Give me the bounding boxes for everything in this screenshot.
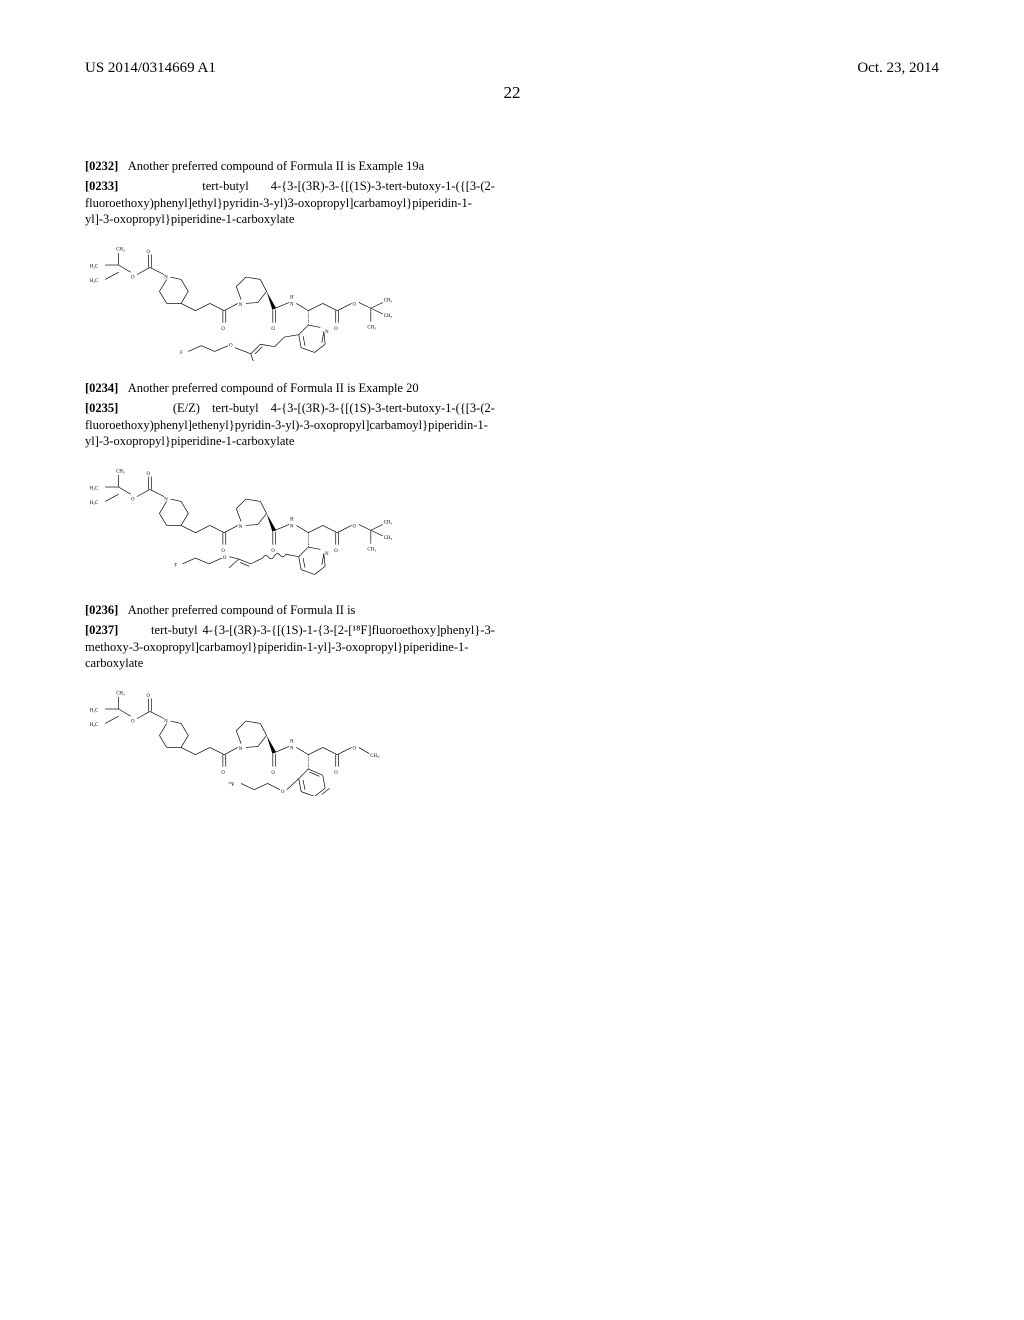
para-number: [0236] (85, 603, 118, 617)
svg-text:H3C: H3C (90, 723, 98, 728)
svg-text:CH3: CH3 (384, 521, 393, 526)
svg-text:N: N (290, 524, 294, 529)
paragraph-0234: [0234] Another preferred compound of For… (85, 380, 495, 396)
svg-text:O: O (146, 694, 150, 699)
para-text: (E/Z) tert-butyl 4-{3-[(3R)-3-{[(1S)-3-t… (85, 401, 495, 448)
svg-text:O: O (131, 498, 135, 503)
svg-text:18F: 18F (228, 781, 234, 788)
svg-text:CH3: CH3 (367, 325, 376, 330)
svg-text:O: O (131, 275, 135, 280)
svg-text:H3C: H3C (90, 486, 98, 491)
svg-text:F: F (174, 563, 177, 568)
svg-text:O: O (229, 344, 233, 349)
svg-text:O: O (221, 549, 225, 554)
svg-text:CH3: CH3 (116, 248, 125, 253)
svg-text:H3C: H3C (90, 709, 98, 714)
svg-text:H3C: H3C (90, 279, 98, 284)
svg-text:N: N (290, 747, 294, 752)
left-column: [0232] Another preferred compound of For… (85, 158, 495, 801)
svg-text:H3C: H3C (90, 264, 98, 269)
document-id: US 2014/0314669 A1 (85, 60, 216, 77)
svg-text:N: N (325, 330, 329, 335)
svg-text:O: O (353, 747, 357, 752)
document-date: Oct. 23, 2014 (857, 60, 939, 77)
svg-text:O: O (334, 327, 338, 332)
para-number: [0237] (85, 623, 118, 637)
svg-text:O: O (334, 549, 338, 554)
paragraph-0233: [0233] tert-butyl 4-{3-[(3R)-3-{[(1S)-3-… (85, 178, 495, 227)
structure-svg-2: H3C CH3 H3C O O N (85, 463, 392, 583)
para-number: [0235] (85, 401, 118, 415)
svg-text:O: O (221, 327, 225, 332)
svg-text:N: N (325, 552, 329, 557)
svg-text:H: H (290, 740, 294, 745)
svg-text:O: O (271, 549, 275, 554)
svg-text:N: N (290, 302, 294, 307)
structure-svg-1: H3C CH3 H3C O O N (85, 241, 392, 361)
svg-text:CH3: CH3 (384, 536, 393, 541)
svg-text:H: H (290, 296, 294, 301)
para-number: [0233] (85, 179, 118, 193)
para-number: [0232] (85, 159, 118, 173)
svg-text:CH3.: CH3. (370, 754, 380, 759)
svg-text:N: N (239, 747, 243, 752)
para-text: Another preferred compound of Formula II… (128, 159, 424, 173)
para-text: tert-butyl 4-{3-[(3R)-3-{[(1S)-3-tert-bu… (85, 179, 495, 226)
svg-text:O: O (353, 524, 357, 529)
para-number: [0234] (85, 381, 118, 395)
para-text: Another preferred compound of Formula II… (128, 381, 419, 395)
para-text: Another preferred compound of Formula II… (128, 603, 356, 617)
svg-text:H3C: H3C (90, 501, 98, 506)
structure-svg-3: H3C CH3 H3C O O N (85, 685, 392, 795)
svg-text:CH3: CH3 (384, 299, 393, 304)
page-number: 22 (85, 83, 939, 103)
svg-text:O: O (334, 771, 338, 776)
svg-text:N: N (239, 525, 243, 530)
svg-text:O: O (353, 302, 357, 307)
svg-text:CH3: CH3 (116, 692, 125, 697)
svg-text:O: O (146, 472, 150, 477)
svg-text:O: O (271, 327, 275, 332)
svg-text:O: O (281, 790, 285, 795)
paragraph-0237: [0237] tert-butyl 4-{3-[(3R)-3-{[(1S)-1-… (85, 622, 495, 671)
page-container: US 2014/0314669 A1 Oct. 23, 2014 22 [023… (0, 0, 1024, 1320)
svg-text:CH3: CH3 (116, 470, 125, 475)
chemical-structure-1: H3C CH3 H3C O O N (85, 241, 392, 366)
svg-text:O: O (223, 556, 227, 561)
svg-text:CH3.: CH3. (384, 314, 393, 319)
svg-text:H: H (290, 518, 294, 523)
paragraph-0232: [0232] Another preferred compound of For… (85, 158, 495, 174)
svg-text:O: O (131, 720, 135, 725)
paragraph-0236: [0236] Another preferred compound of For… (85, 602, 495, 618)
svg-text:N: N (239, 303, 243, 308)
para-text: tert-butyl 4-{3-[(3R)-3-{[(1S)-1-{3-[2-[… (85, 623, 495, 670)
svg-text:F: F (180, 351, 183, 356)
chemical-structure-2: H3C CH3 H3C O O N (85, 463, 392, 588)
svg-text:CH3: CH3 (367, 547, 376, 552)
svg-text:O: O (271, 771, 275, 776)
paragraph-0235: [0235] (E/Z) tert-butyl 4-{3-[(3R)-3-{[(… (85, 400, 495, 449)
chemical-structure-3: H3C CH3 H3C O O N (85, 685, 392, 800)
svg-text:O: O (146, 250, 150, 255)
svg-text:O: O (221, 771, 225, 776)
page-header: US 2014/0314669 A1 Oct. 23, 2014 (85, 60, 939, 77)
